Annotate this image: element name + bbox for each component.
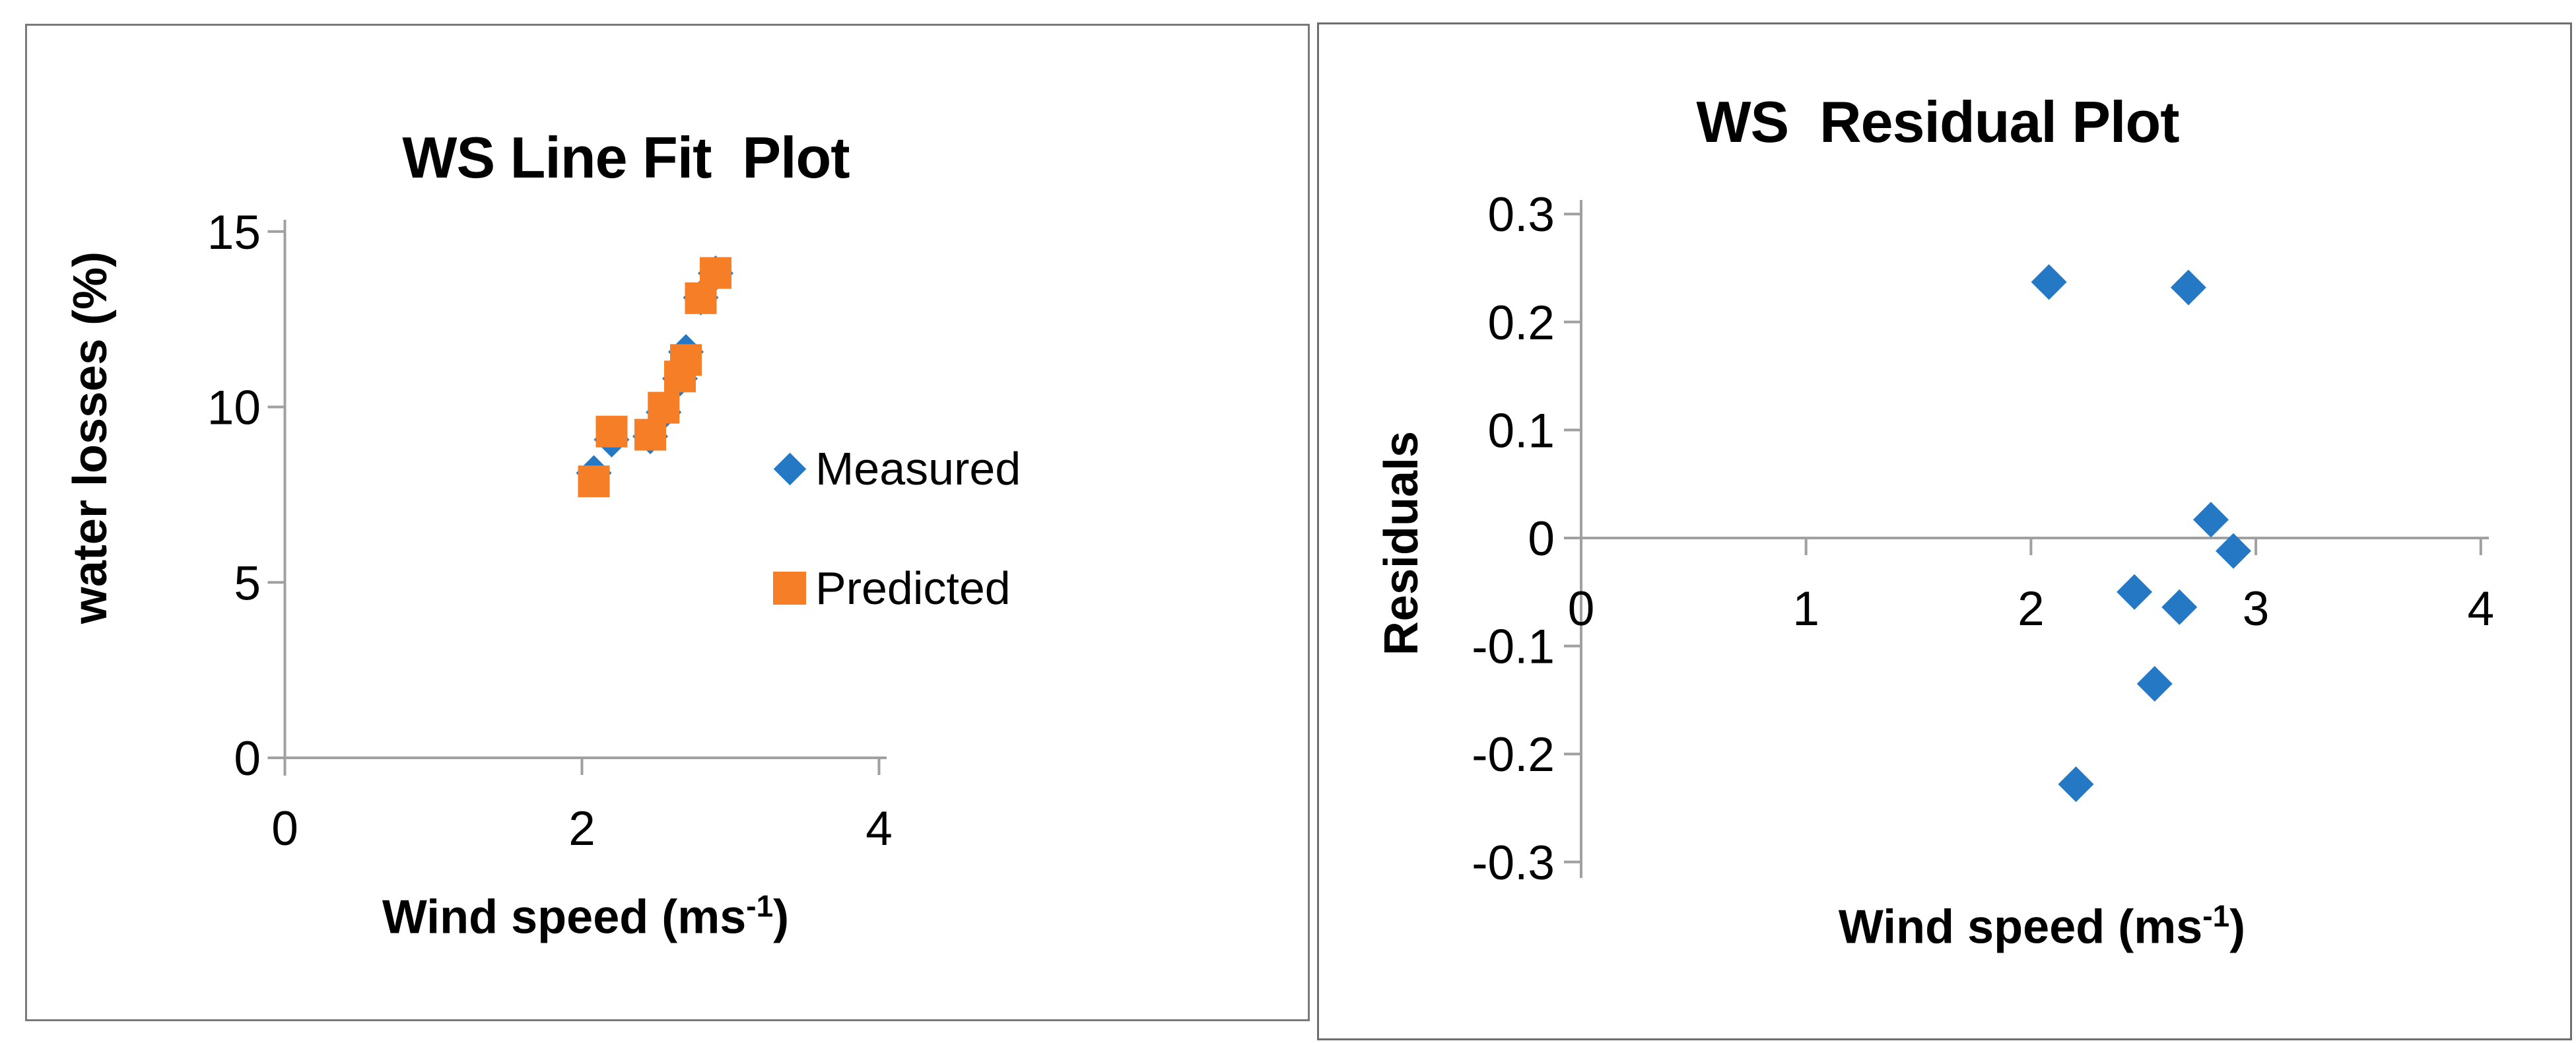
residuals-point [2216,533,2252,569]
x-tick-label: 2 [568,802,595,856]
y-tick-label: -0.2 [1472,728,1555,782]
predicted-point [648,391,680,424]
y-tick-label: 0.1 [1488,404,1555,457]
legend-label-predicted: Predicted [815,562,1011,614]
residuals-point [2058,766,2094,803]
predicted-point [634,419,666,451]
predicted-point [578,465,610,498]
measured-diamond-icon [773,452,806,485]
x-axis-label-end: ) [2229,900,2246,954]
residuals-point [2031,264,2067,300]
legend-marker-box [773,572,806,605]
residual-chart-title: WS Residual Plot [1696,89,2179,154]
x-axis-label-text: Wind speed (ms [382,891,747,944]
line-fit-chart-title: WS Line Fit Plot [402,125,850,190]
line-fit-chart-panel: 0 2 4 0 5 10 15 WS Line Fit Plot water losses … [25,24,1310,1021]
line-fit-x-axis-label: Wind speed (ms-1) [382,889,789,945]
x-axis-label-text: Wind speed (ms [1838,900,2203,954]
x-tick-label: 4 [865,802,893,856]
residual-y-axis-label: Residuals [1375,430,1428,656]
residual-plot-area: 0 1 2 3 40.30.20.10-0.1-0.2-0.3 [1472,188,2494,890]
line-fit-y-axis-label: water losses (%) [64,251,117,624]
line-fit-plot-area: 0 2 4 0 5 10 15 [207,206,893,856]
y-tick-label: 0 [234,732,261,786]
x-tick-label: 4 [2467,582,2494,636]
y-tick-label: -0.3 [1472,836,1555,890]
residual-x-axis-label: Wind speed (ms-1) [1839,898,2245,955]
residuals-point [2136,665,2173,702]
y-tick-label: 10 [207,382,261,435]
legend-item-measured: Measured [773,442,1021,495]
x-tick-label: 3 [2243,582,2270,636]
y-tick-label: 15 [207,206,261,259]
x-tick-label: 2 [2017,582,2045,636]
legend-marker-box [773,452,806,485]
y-tick-label: 0.3 [1488,188,1555,242]
x-axis-label-superscript: -1 [2202,898,2230,933]
residuals-point [2192,502,2229,538]
x-tick-label: 0 [271,802,298,856]
residuals-point [2161,589,2198,625]
predicted-point [670,344,702,376]
residuals-point [2170,269,2206,306]
legend-label-measured: Measured [815,443,1021,494]
y-tick-label: 0.2 [1488,296,1555,350]
y-tick-label: 5 [234,556,261,610]
predicted-point [595,415,628,448]
legend-item-predicted: Predicted [773,562,1011,615]
x-axis-label-end: ) [773,891,790,944]
predicted-point [700,257,731,289]
y-tick-label: 0 [1528,512,1555,566]
x-tick-label: 1 [1792,582,1819,636]
predicted-square-icon [773,572,806,605]
y-tick-label: -0.1 [1472,621,1555,674]
x-axis-label-superscript: -1 [746,889,774,924]
x-tick-label: 0 [1568,582,1595,636]
residual-chart-panel: 0 1 2 3 4 0.3 0.2 0.1 0 -0.1 -0.2 -0.3 WS Residual … [1317,22,2572,1040]
residuals-point [2117,574,2153,610]
